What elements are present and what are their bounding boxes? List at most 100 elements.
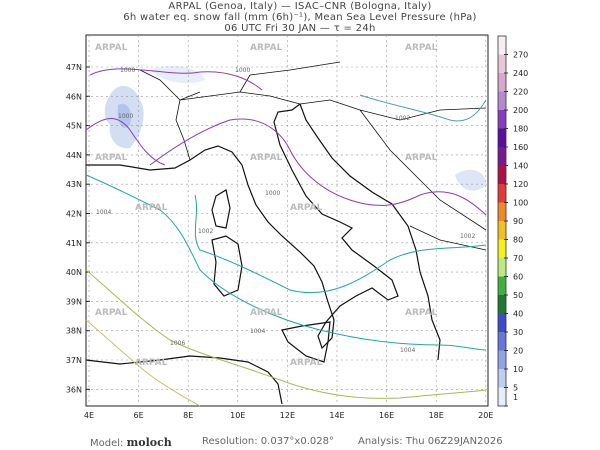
colorbar-swatch: [498, 110, 506, 129]
colorbar-swatch: [498, 54, 506, 73]
lat-label: 36N: [66, 385, 82, 394]
colorbar-swatch: [498, 36, 506, 55]
watermark-text: ARPAL: [405, 153, 438, 163]
watermark-text: ARPAL: [250, 308, 283, 318]
colorbar-label: 180: [513, 125, 528, 134]
colorbar-swatch: [498, 258, 506, 277]
analysis-info: Analysis: Thu 06Z29JAN2026: [358, 436, 503, 447]
watermark-text: ARPAL: [250, 153, 283, 163]
watermark-text: ARPAL: [95, 153, 128, 163]
colorbar-label: 70: [513, 254, 523, 263]
lat-label: 46N: [66, 92, 82, 101]
colorbar-label: 30: [513, 328, 523, 337]
lon-label: 6E: [134, 411, 144, 420]
coast-balkans: [299, 103, 441, 361]
model-label: Model:: [90, 438, 124, 449]
lat-label: 44N: [66, 151, 82, 160]
isobar-label: 1000: [118, 113, 133, 120]
isobar-label: 1002: [395, 115, 410, 122]
snowfall-shading: [104, 65, 486, 191]
colorbar-swatch: [498, 387, 506, 406]
colorbar-label: 40: [513, 310, 523, 319]
isobar-label: 1000: [265, 190, 280, 197]
title-line-3: 06 UTC Fri 30 JAN — τ = 24h: [224, 23, 376, 34]
coast-italy-mainland: [86, 103, 399, 350]
model-info: Model: moloch: [90, 436, 172, 449]
lon-label: 8E: [183, 411, 193, 420]
resolution-info: Resolution: 0.037°x0.028°: [202, 436, 334, 447]
lat-label: 47N: [66, 63, 82, 72]
colorbar-label: 220: [513, 88, 528, 97]
isobar-1004: [85, 174, 487, 351]
coast-corsica: [211, 189, 231, 229]
snow-patch-north: [150, 65, 205, 84]
coast-sicily: [281, 321, 331, 363]
watermark-text: ARPAL: [95, 308, 128, 318]
lat-label: 45N: [66, 122, 82, 131]
isobar-label: 1002: [460, 233, 475, 240]
colorbar-label: 5: [513, 384, 518, 393]
colorbar-swatch: [498, 73, 506, 92]
colorbar-swatch: [498, 128, 506, 147]
isobar-1006: [85, 269, 487, 399]
colorbar-swatch: [498, 295, 506, 314]
colorbar-label: 80: [513, 236, 523, 245]
title-line-1: ARPAL (Genoa, Italy) — ISAC–CNR (Bologna…: [168, 1, 432, 12]
watermark-text: ARPAL: [250, 43, 283, 53]
lat-label: 42N: [66, 210, 82, 219]
watermark-text: ARPAL: [135, 358, 168, 368]
colorbar-label: 240: [513, 69, 528, 78]
isobar-label: 1002: [198, 228, 213, 235]
colorbar-label: 120: [513, 180, 528, 189]
border-alps: [139, 61, 487, 121]
lon-label: 20E: [478, 411, 493, 420]
coast-sardinia: [211, 235, 243, 297]
isobar-1000-italy: [149, 118, 487, 216]
colorbar-label: 160: [513, 143, 528, 152]
colorbar-swatch: [498, 184, 506, 203]
colorbar-label: 1: [513, 393, 518, 402]
lon-label: 16E: [379, 411, 394, 420]
isobar-1008: [85, 319, 201, 407]
lon-label: 4E: [84, 411, 94, 420]
colorbar-swatch: [498, 332, 506, 351]
map: 1000 100010001000100210021004100410041006…: [66, 34, 528, 420]
watermark-text: ARPAL: [290, 358, 323, 368]
colorbar-label: 270: [513, 51, 528, 60]
watermark-text: ARPAL: [290, 203, 323, 213]
lat-label: 43N: [66, 180, 82, 189]
lat-label: 40N: [66, 268, 82, 277]
colorbar-label: 100: [513, 199, 528, 208]
isobar-1000-west: [85, 118, 166, 166]
colorbar-label: 20: [513, 347, 523, 356]
isobar-label: 1000: [235, 67, 250, 74]
watermark-text: ARPAL: [405, 308, 438, 318]
isobar-label: 1000: [120, 67, 135, 74]
coastlines: [85, 61, 487, 405]
lon-label: 18E: [429, 411, 444, 420]
isobar-1002-south: [194, 194, 487, 294]
colorbar-swatch: [498, 91, 506, 110]
isobar-label: 1004: [96, 209, 111, 216]
isobar-label: 1004: [400, 347, 415, 354]
colorbar-swatch: [498, 147, 506, 166]
colorbar-swatch: [498, 165, 506, 184]
model-value: moloch: [126, 436, 172, 449]
lat-label: 38N: [66, 327, 82, 336]
colorbar-swatch: [498, 313, 506, 332]
colorbar-swatch: [498, 221, 506, 240]
title-line-2: 6h water eq. snow fall (mm (6h)⁻¹), Mean…: [123, 12, 477, 23]
colorbar-label: 90: [513, 217, 523, 226]
watermark-text: ARPAL: [135, 203, 168, 213]
colorbar-swatch: [498, 202, 506, 221]
isobar-1000-north: [89, 68, 263, 91]
isobar-label: 1006: [170, 340, 185, 347]
watermark-text: ARPAL: [95, 43, 128, 53]
coast-africa: [85, 355, 283, 405]
colorbar-label: 60: [513, 273, 523, 282]
watermark-text: ARPAL: [405, 43, 438, 53]
lon-label: 12E: [280, 411, 295, 420]
isobars: [85, 68, 487, 407]
colorbar-swatch: [498, 239, 506, 258]
lat-lon-grid: [86, 35, 488, 406]
